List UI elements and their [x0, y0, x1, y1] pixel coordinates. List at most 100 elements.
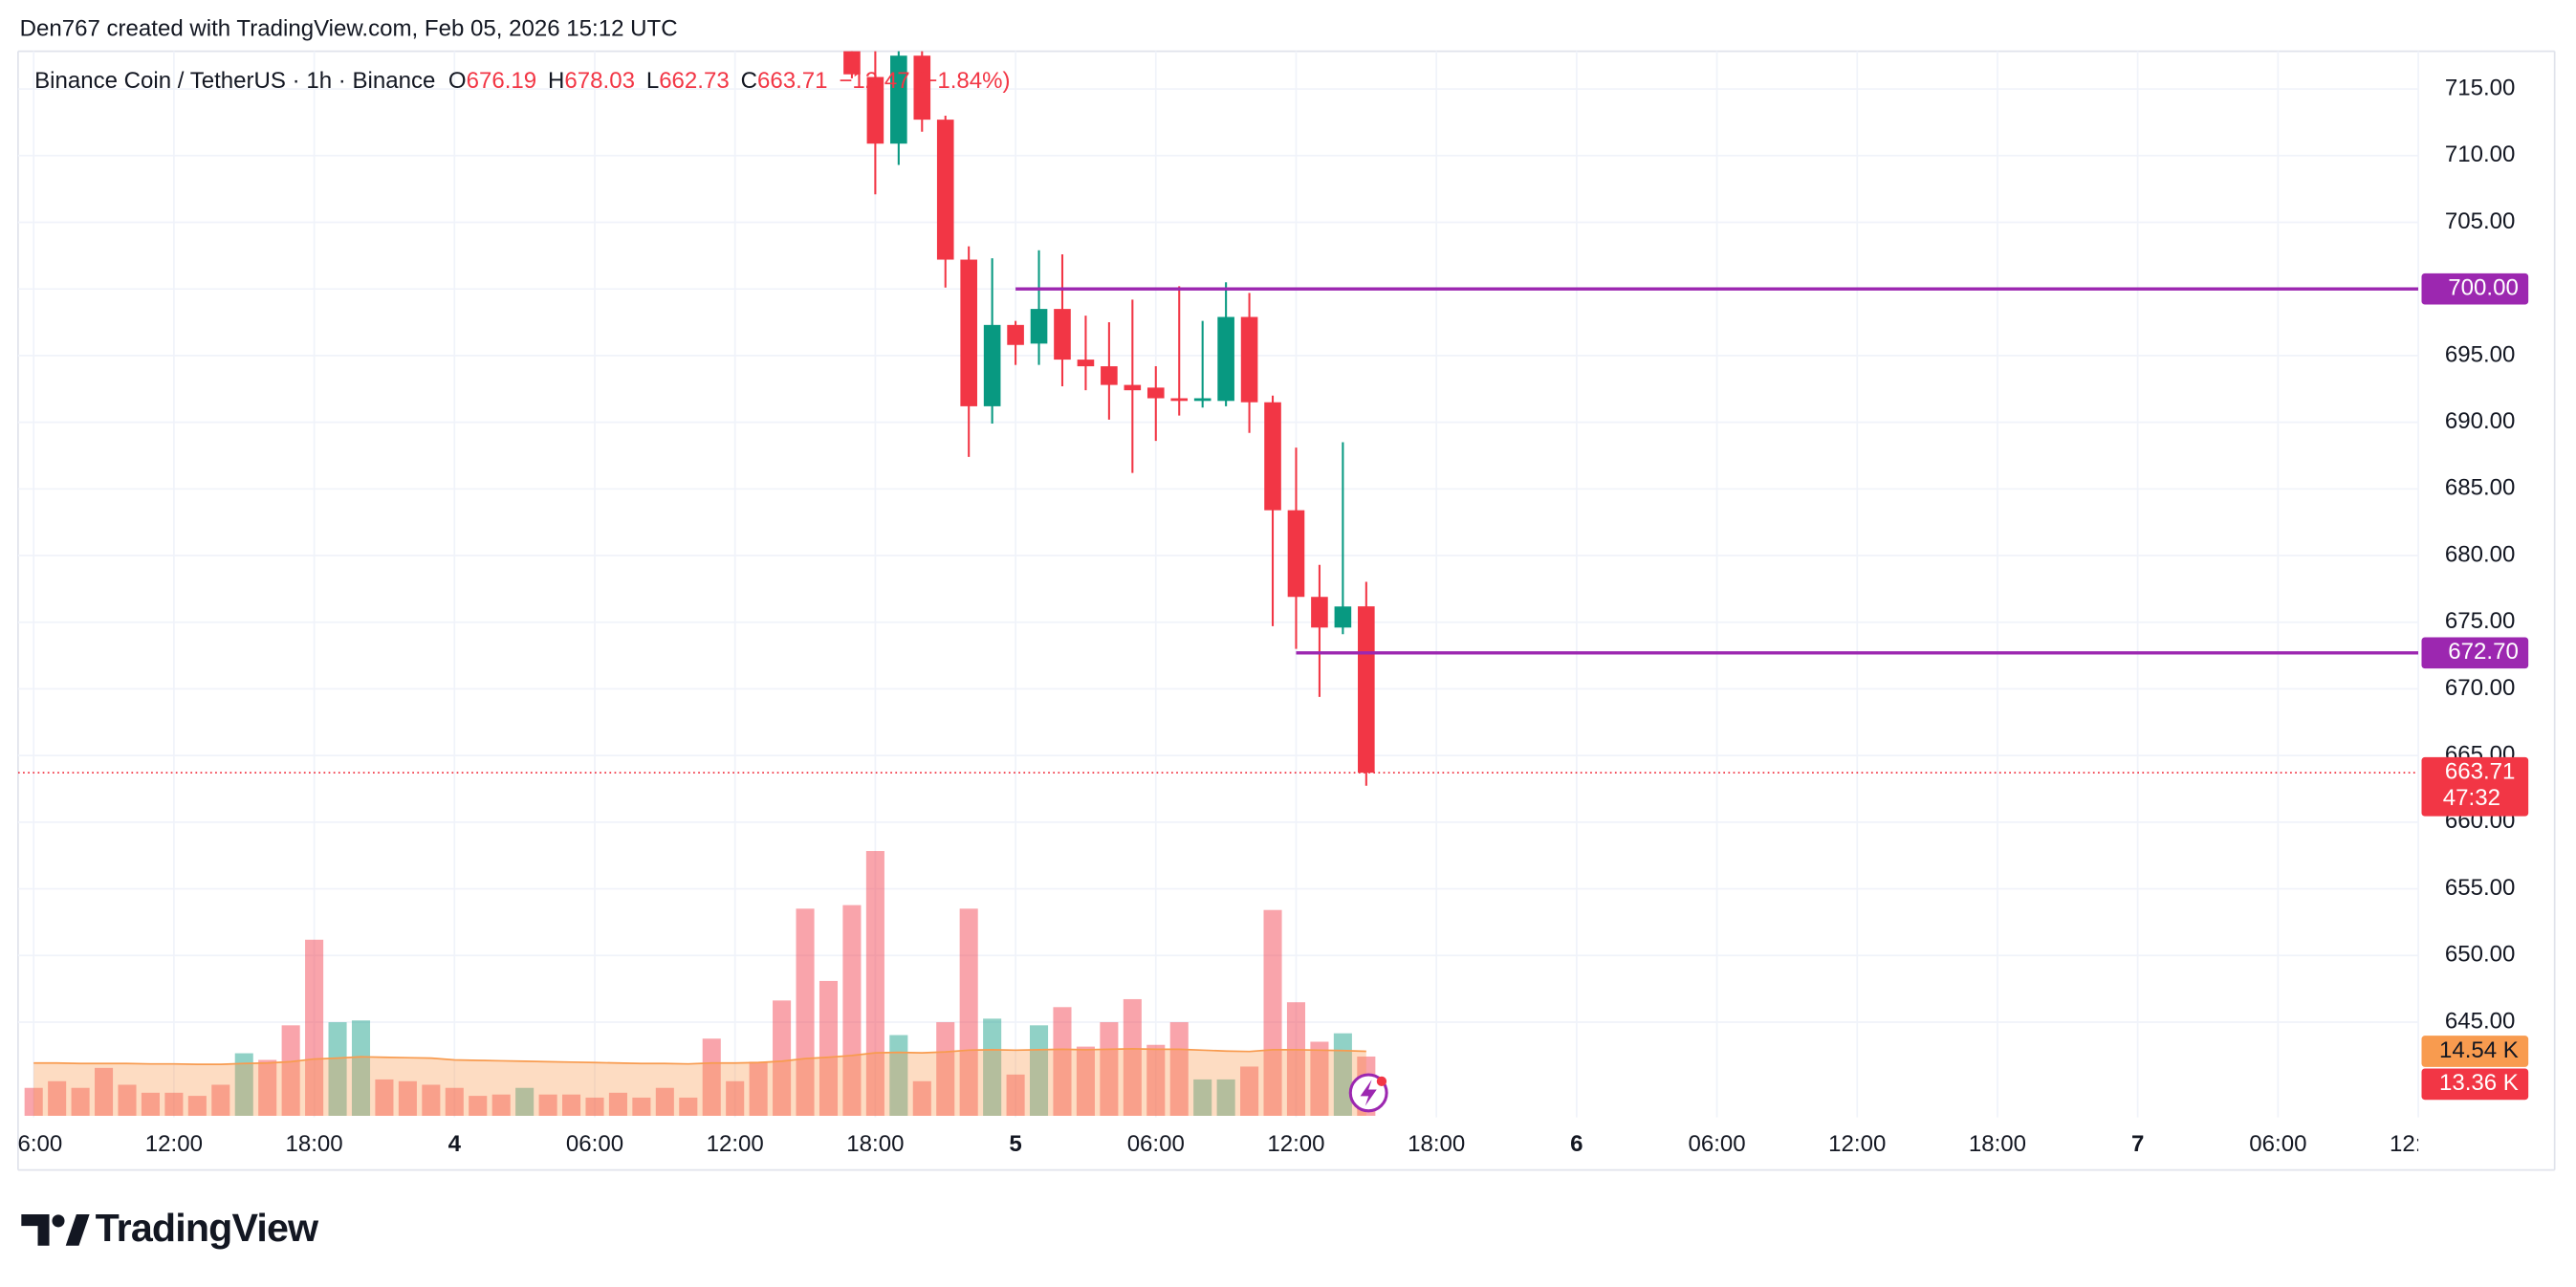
brand-logo[interactable]: TradingView	[21, 1206, 320, 1250]
volume-bar	[95, 1067, 114, 1116]
volume-bar	[1076, 1046, 1095, 1116]
volume-bar	[1100, 1022, 1119, 1116]
volume-bar	[983, 1018, 1002, 1116]
y-tick-label: 675.00	[2445, 608, 2516, 634]
volume-bar	[118, 1084, 137, 1116]
attribution: Den767 created with TradingView.com, Feb…	[20, 16, 678, 42]
volume-bar	[538, 1094, 557, 1116]
volume-bar	[1053, 1007, 1072, 1116]
logo-mark	[21, 1214, 50, 1246]
candle-body	[1077, 360, 1095, 367]
ohlc-letter: H	[548, 69, 564, 95]
x-tick-label: 12:00	[145, 1131, 203, 1157]
logo-dot	[52, 1214, 65, 1228]
ohlc-value: 678.03	[564, 69, 635, 95]
volume-bar	[351, 1020, 371, 1116]
volume-bar	[936, 1022, 955, 1116]
volume-ma-line	[33, 1048, 1366, 1066]
volume-bar	[796, 908, 815, 1116]
volume-bar	[632, 1097, 651, 1116]
volume-bar	[211, 1084, 230, 1116]
volume-bar	[912, 1080, 931, 1116]
x-tick-label: 06:00	[2249, 1131, 2306, 1157]
volume-bar	[679, 1097, 698, 1116]
candle-body	[1007, 324, 1024, 345]
volume-bar	[1263, 909, 1282, 1116]
change-label: −12.47 (−1.84%)	[839, 69, 1010, 95]
x-tick-label: 12:00	[2390, 1131, 2447, 1157]
volume-label: 13.36 K	[2439, 1070, 2519, 1096]
volume-bar	[422, 1084, 441, 1116]
candle-body	[1311, 597, 1328, 628]
volume-ma-label-box	[2421, 1036, 2529, 1067]
candle-body	[1240, 316, 1258, 403]
replay-icon[interactable]	[1348, 1073, 1388, 1113]
icon-dot	[1376, 1076, 1387, 1087]
x-tick-label: 06:00	[1688, 1131, 1745, 1157]
x-tick-label: 5	[1009, 1131, 1021, 1157]
volume-bar	[328, 1022, 347, 1116]
volume-bar	[1333, 1033, 1352, 1116]
volume-bar	[726, 1080, 745, 1116]
volume-bar	[469, 1096, 488, 1116]
x-tick-label: 18:00	[1408, 1131, 1465, 1157]
x-tick-label: 06:00	[1127, 1131, 1185, 1157]
volume-pane	[24, 851, 1376, 1116]
volume-bar	[375, 1079, 394, 1116]
volume-bar	[773, 1000, 792, 1116]
volume-bar	[305, 939, 324, 1116]
volume-bar	[889, 1035, 908, 1116]
volume-bar	[959, 908, 978, 1116]
countdown-label: 47:32	[2443, 785, 2500, 811]
candle-body	[1146, 387, 1165, 399]
y-tick-label: 655.00	[2445, 875, 2516, 901]
volume-bar	[1006, 1074, 1025, 1116]
volume-bar	[1123, 998, 1142, 1116]
volume-bar	[234, 1053, 253, 1116]
x-tick-label: 7	[2131, 1131, 2144, 1157]
volume-bar	[1029, 1025, 1049, 1116]
volume-bar	[1146, 1044, 1166, 1116]
volume-bar	[655, 1087, 674, 1116]
y-tick-label: 710.00	[2445, 142, 2516, 167]
logo-slash	[65, 1214, 90, 1246]
x-tick-label: 6	[1570, 1131, 1583, 1157]
volume-bar	[865, 851, 884, 1116]
ohlc-letter: O	[448, 69, 467, 95]
volume-bar	[281, 1025, 300, 1116]
volume-bar	[445, 1087, 464, 1116]
candle-body	[960, 259, 977, 406]
x-tick-label: 06:00	[566, 1131, 623, 1157]
volume-bar	[187, 1096, 207, 1116]
y-tick-label: 650.00	[2445, 942, 2516, 968]
volume-bar	[562, 1094, 581, 1116]
volume-bar	[491, 1094, 511, 1116]
candle-body	[890, 55, 907, 144]
candle-body	[1170, 398, 1189, 402]
volume-bar	[71, 1087, 90, 1116]
ohlc-value: 676.19	[467, 69, 537, 95]
candle-body	[1264, 402, 1281, 511]
last-price-label: 663.71	[2445, 759, 2516, 785]
candle-body	[936, 120, 954, 260]
ohlc-value: 663.71	[757, 69, 828, 95]
volume-ma-area	[33, 1048, 1366, 1116]
y-tick-label: 705.00	[2445, 208, 2516, 234]
volume-bar	[1286, 1002, 1306, 1116]
last-price-box	[2421, 756, 2529, 817]
candle-body	[1287, 510, 1305, 598]
candle-body	[1358, 606, 1375, 774]
volume-bar	[515, 1087, 535, 1116]
candle-body	[983, 324, 1001, 406]
brand-name: TradingView	[96, 1206, 319, 1250]
header: Den767 created with TradingView.com, Feb…	[20, 16, 1011, 95]
x-tick-label: 12:00	[707, 1131, 764, 1157]
x-tick-label: 12:00	[1267, 1131, 1324, 1157]
candle-body	[1030, 309, 1048, 344]
candle-body	[1124, 384, 1142, 391]
candle-body	[1101, 366, 1118, 385]
x-tick-label: 12:00	[1828, 1131, 1886, 1157]
